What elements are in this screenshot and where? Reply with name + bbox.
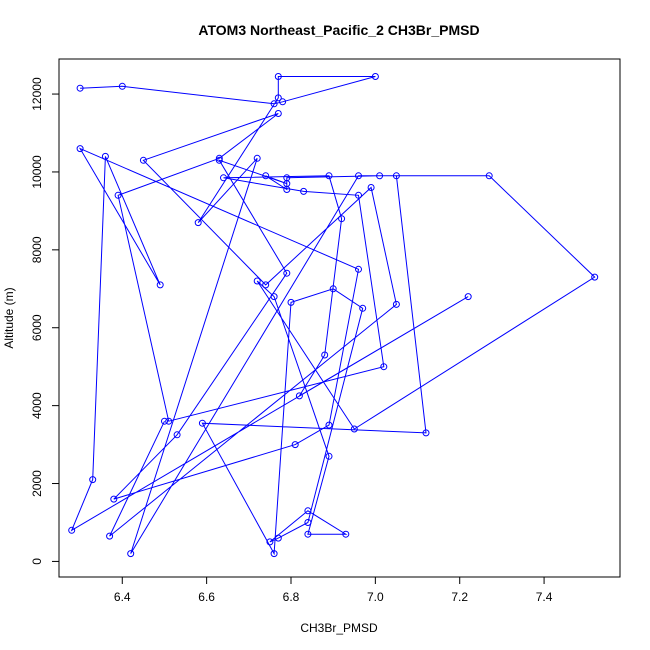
data-point (392, 172, 400, 180)
data-point (291, 441, 299, 449)
data-point (304, 507, 312, 515)
data-point (198, 419, 206, 427)
data-point (392, 300, 400, 308)
y-tick-label: 12000 (30, 77, 44, 111)
data-point (371, 73, 379, 80)
data-point (194, 219, 202, 227)
data-point (139, 156, 147, 164)
data-point (485, 172, 493, 180)
data-point (380, 363, 388, 371)
data-point (220, 174, 227, 182)
data-point (114, 191, 122, 199)
y-axis: 0 2000 4000 6000 8000 10000 12000 (30, 77, 60, 565)
data-point (279, 98, 287, 106)
data-point (270, 293, 278, 301)
data-point (283, 269, 291, 277)
data-point (156, 281, 164, 289)
y-axis-label: Altitude (m) (2, 287, 16, 348)
chart-title: ATOM3 Northeast_Pacific_2 CH3Br_PMSD (198, 22, 479, 38)
data-point (342, 530, 350, 538)
x-tick-label: 6.4 (114, 590, 131, 604)
data-point (304, 530, 312, 538)
data-point (355, 172, 362, 180)
x-tick-label: 7.2 (451, 590, 468, 604)
data-point (270, 550, 278, 558)
data-point (266, 538, 274, 546)
y-tick-label: 6000 (30, 314, 44, 341)
data-point (300, 187, 308, 195)
data-point (329, 285, 337, 293)
data-point (376, 172, 384, 180)
data-point (325, 452, 333, 460)
data-point (215, 156, 223, 164)
data-point (367, 184, 375, 191)
data-point (304, 519, 312, 526)
data-point (101, 152, 109, 160)
plot-series (68, 73, 599, 558)
data-point (359, 304, 367, 312)
x-tick-label: 7.4 (536, 590, 553, 604)
data-point (325, 172, 333, 180)
y-tick-label: 4000 (30, 392, 44, 419)
data-point (355, 265, 362, 273)
x-tick-label: 6.6 (198, 590, 215, 604)
data-point (270, 100, 278, 108)
data-point (338, 215, 346, 223)
data-point (321, 351, 329, 359)
y-tick-label: 8000 (30, 236, 44, 263)
data-point (355, 191, 362, 199)
data-point (274, 110, 282, 117)
x-tick-label: 7.0 (367, 590, 384, 604)
data-point (253, 277, 261, 285)
data-point (106, 532, 114, 540)
data-point (295, 392, 303, 400)
data-point (161, 417, 168, 425)
x-tick-label: 6.8 (283, 590, 300, 604)
data-point (464, 293, 472, 301)
data-point (76, 84, 84, 92)
data-point (274, 534, 282, 542)
data-point (165, 417, 173, 425)
x-axis-label: CH3Br_PMSD (300, 621, 378, 635)
y-tick-label: 2000 (30, 470, 44, 497)
data-point (127, 550, 135, 558)
data-point (422, 429, 430, 437)
data-point (118, 82, 126, 90)
series-line (70, 76, 596, 556)
data-point (274, 73, 282, 80)
y-tick-label: 10000 (30, 155, 44, 189)
data-point (68, 526, 76, 534)
data-point (325, 421, 333, 429)
data-point (89, 476, 97, 484)
y-tick-label: 0 (30, 558, 44, 565)
data-point (591, 273, 599, 281)
data-point (253, 154, 261, 162)
data-point (350, 425, 358, 433)
data-point (76, 145, 84, 153)
data-point (173, 431, 181, 439)
data-point (110, 495, 118, 503)
data-point (287, 298, 295, 306)
data-point (215, 154, 223, 162)
data-point (283, 180, 291, 188)
x-axis: 6.4 6.6 6.8 7.0 7.2 7.4 (114, 576, 553, 604)
data-point (262, 172, 270, 180)
data-point (262, 281, 270, 289)
plot-frame (58, 58, 621, 578)
data-point (274, 94, 282, 102)
